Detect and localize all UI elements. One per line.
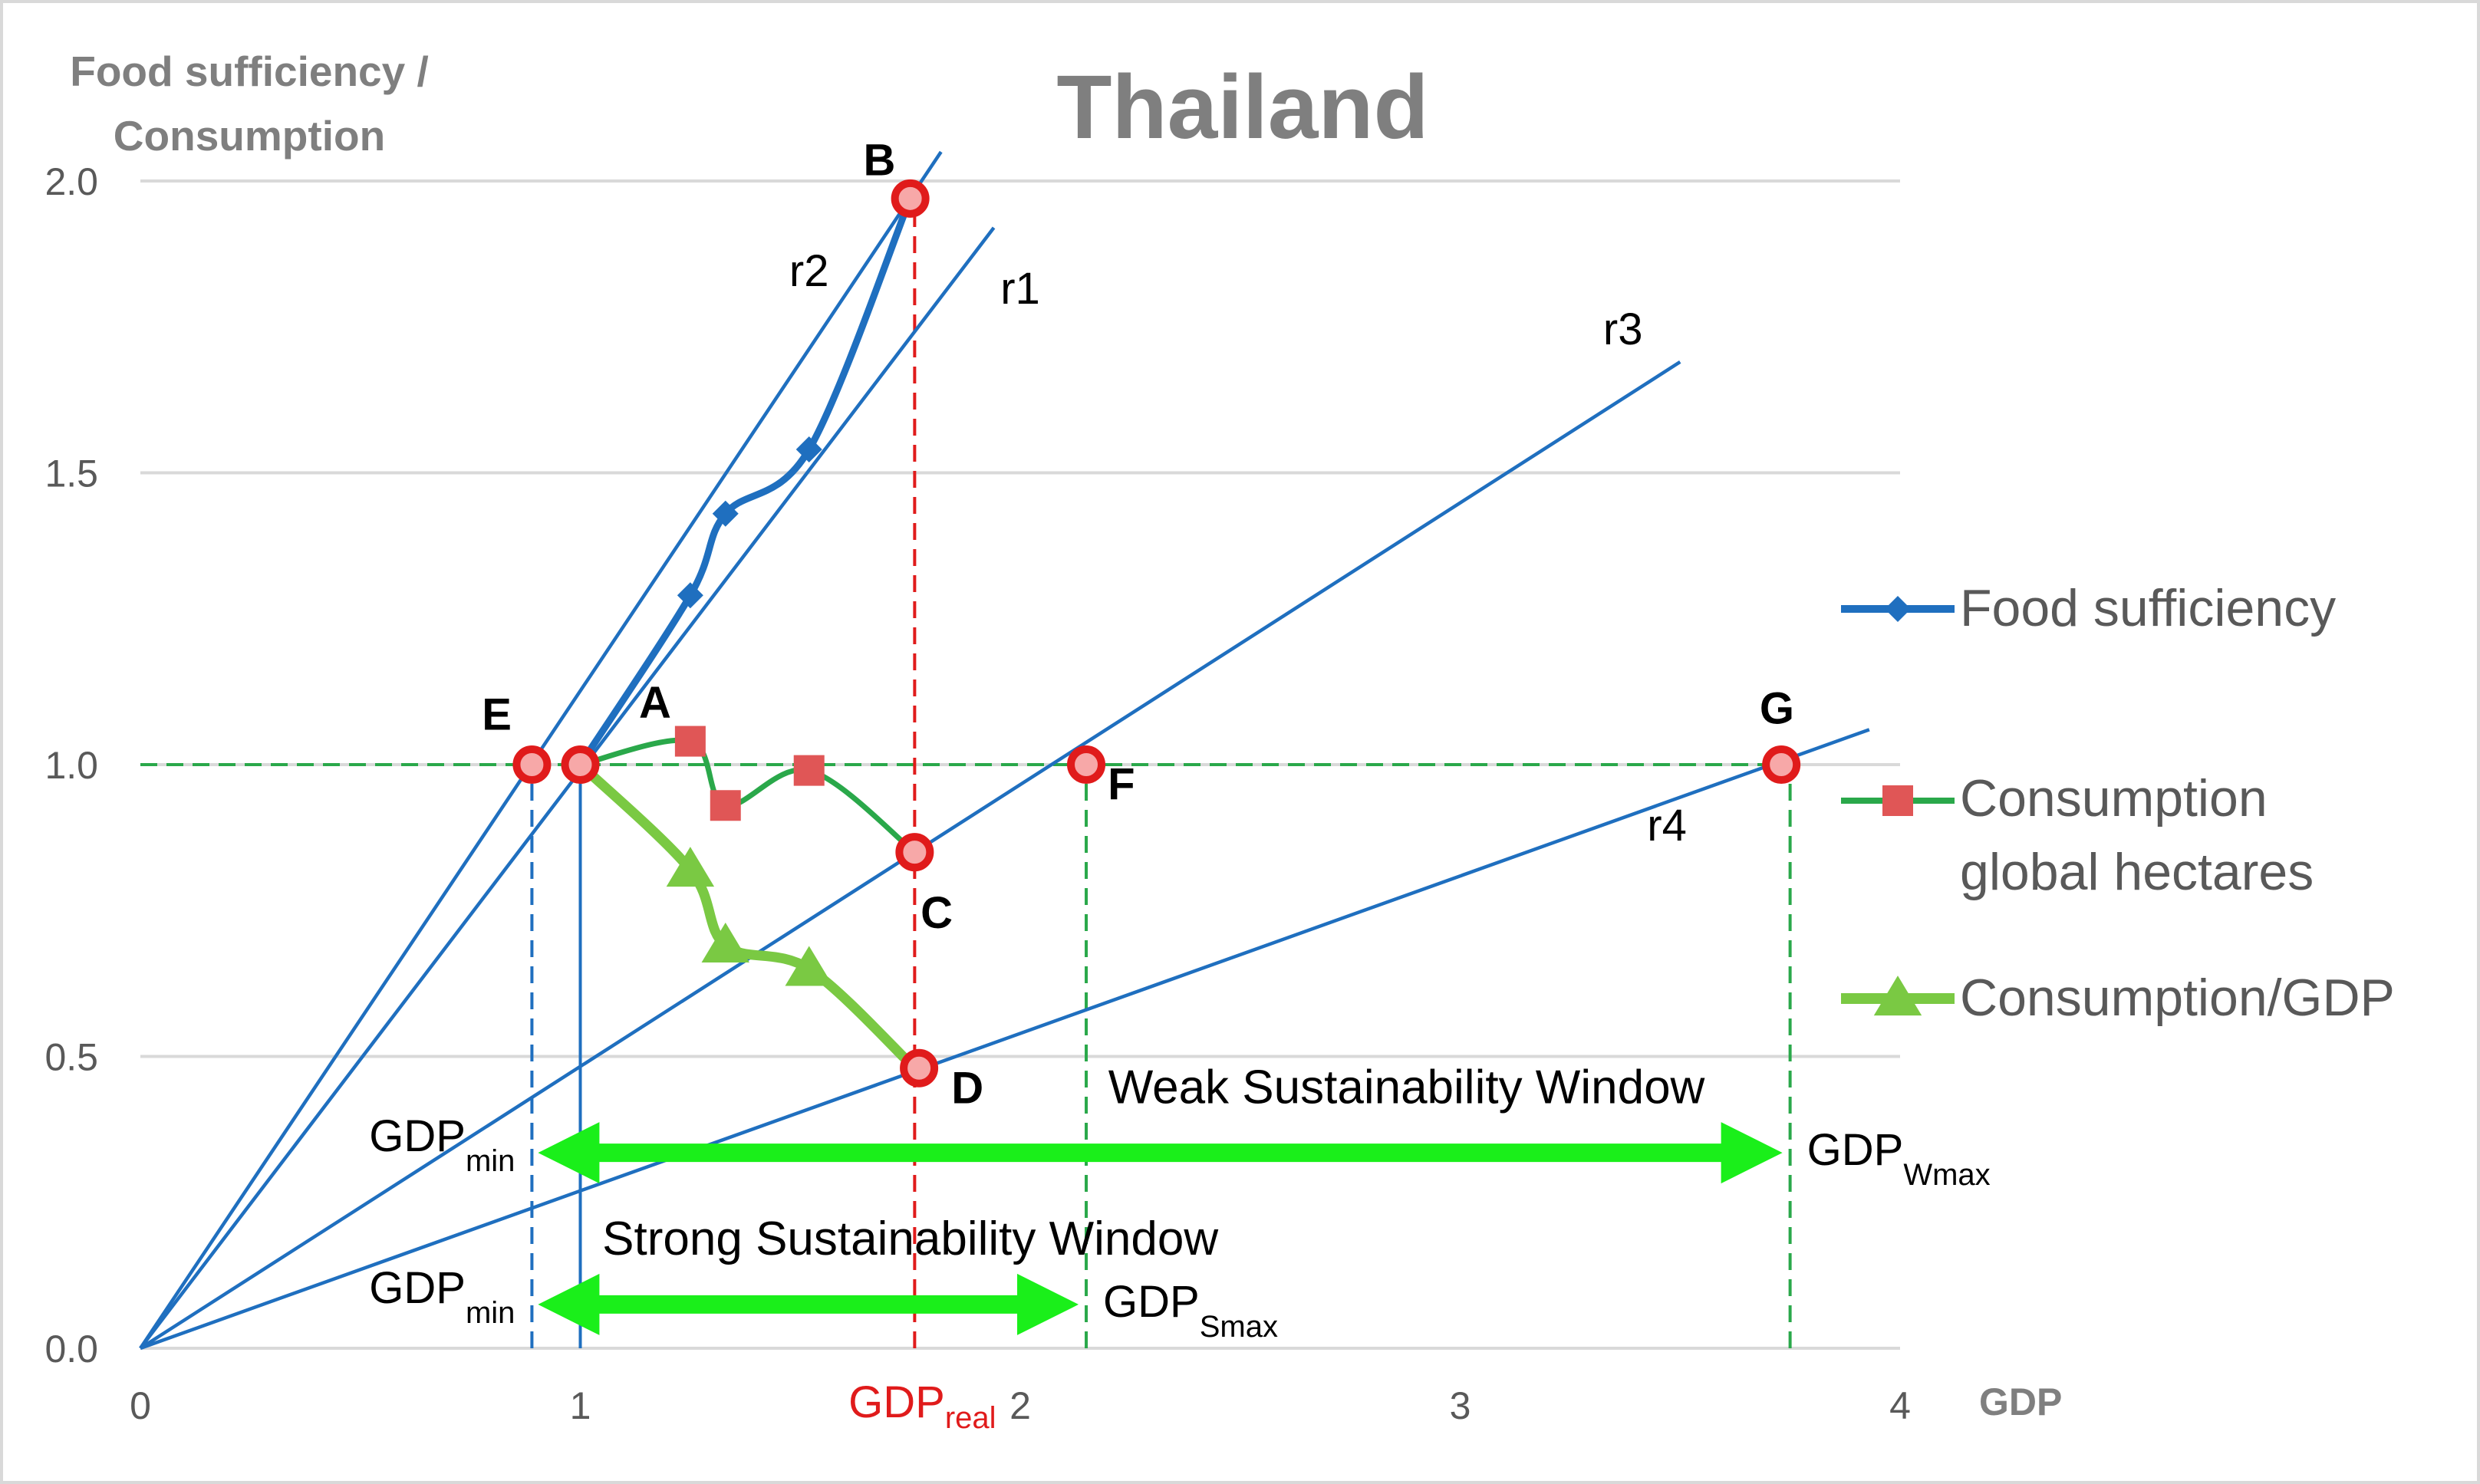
- series-0-marker: [795, 436, 822, 463]
- window-left-sub: min: [466, 1296, 515, 1330]
- series-2-marker: [701, 923, 749, 963]
- window-right-label-1: GDPSmax: [1103, 1277, 1278, 1344]
- key-point-label-E: E: [482, 689, 512, 739]
- window-right-label-0: GDPWmax: [1807, 1125, 1991, 1192]
- x-tick-label: 3: [1450, 1384, 1471, 1427]
- tick-labels: 0.0 0.5 1.0 1.5 2.0 0 1 2 3 4: [44, 160, 1910, 1427]
- legend-marker-2: [1873, 976, 1922, 1016]
- window-right-sub: Smax: [1200, 1310, 1278, 1344]
- window-title-0: Weak Sustainability Window: [1108, 1061, 1705, 1114]
- ray-label-r4: r4: [1647, 801, 1687, 851]
- window-right-sub: Wmax: [1903, 1158, 1990, 1192]
- key-point-label-F: F: [1108, 760, 1135, 810]
- window-left-main: GDP: [369, 1263, 466, 1313]
- window-left-label-0: GDPmin: [369, 1111, 515, 1178]
- ray-label-r1: r1: [1000, 264, 1040, 314]
- ray-line-r1: [139, 226, 996, 1350]
- legend-label-1-line-1: global hectares: [1960, 843, 2314, 901]
- y-tick-label: 0.5: [44, 1036, 98, 1079]
- window-right-main: GDP: [1103, 1277, 1200, 1327]
- key-point-G: [1762, 745, 1801, 784]
- legend-label-0: Food sufficiency: [1960, 579, 2336, 637]
- window-arrow-0: [538, 1122, 1783, 1184]
- series-1-marker: [793, 755, 825, 786]
- series-2-marker: [785, 946, 833, 986]
- series-0-marker: [712, 500, 739, 527]
- key-point-D: [900, 1048, 939, 1087]
- key-point-E: [512, 745, 552, 784]
- key-point-label-B: B: [864, 135, 896, 185]
- x-tick-label: 2: [1009, 1384, 1031, 1427]
- y-tick-label: 1.5: [44, 452, 98, 495]
- data-series: [575, 195, 920, 1074]
- window-right-main: GDP: [1807, 1125, 1904, 1175]
- gdp-real-main: GDP: [848, 1377, 945, 1427]
- legend: Food sufficiency Consumption global hectar…: [1841, 579, 2395, 1027]
- key-point-F: [1067, 745, 1106, 784]
- y-tick-label: 0.0: [44, 1328, 98, 1370]
- ray-label-r2: r2: [789, 246, 829, 296]
- gdp-real-label: GDPreal: [848, 1377, 996, 1435]
- ray-label-r3: r3: [1603, 304, 1643, 354]
- key-point-C: [895, 833, 934, 872]
- x-axis-label: GDP: [1979, 1380, 2062, 1423]
- key-point-A: [561, 745, 600, 784]
- legend-label-1-line-0: Consumption: [1960, 769, 2268, 828]
- key-point-label-D: D: [951, 1063, 983, 1113]
- series-0-marker: [677, 582, 703, 609]
- legend-label-2: Consumption/GDP: [1960, 969, 2395, 1027]
- series-1-marker: [710, 790, 741, 821]
- key-point-label-G: G: [1760, 684, 1794, 734]
- key-point-label-A: A: [639, 678, 671, 728]
- window-left-label-1: GDPmin: [369, 1263, 515, 1330]
- window-left-sub: min: [466, 1144, 515, 1178]
- y-axis-label-line-1: Food sufficiency /: [70, 48, 429, 95]
- y-tick-label: 2.0: [44, 160, 98, 203]
- window-title-1: Strong Sustainability Window: [602, 1213, 1218, 1265]
- gdp-real-sub: real: [945, 1401, 996, 1435]
- ray-line-r4: [140, 728, 1870, 1351]
- x-tick-label: 0: [130, 1384, 151, 1427]
- chart-title: Thailand: [1056, 57, 1428, 158]
- x-tick-label: 1: [570, 1384, 591, 1427]
- y-tick-label: 1.0: [44, 744, 98, 787]
- legend-marker-0: [1885, 596, 1911, 622]
- x-tick-label: 4: [1889, 1384, 1911, 1427]
- y-axis-label-line-2: Consumption: [114, 112, 385, 160]
- key-point-B: [891, 179, 930, 218]
- series-2-marker: [666, 847, 715, 887]
- key-point-label-C: C: [921, 888, 953, 938]
- window-arrow-1: [538, 1273, 1079, 1335]
- window-left-main: GDP: [369, 1111, 466, 1161]
- legend-marker-1: [1882, 785, 1913, 816]
- series-1-marker: [674, 726, 706, 757]
